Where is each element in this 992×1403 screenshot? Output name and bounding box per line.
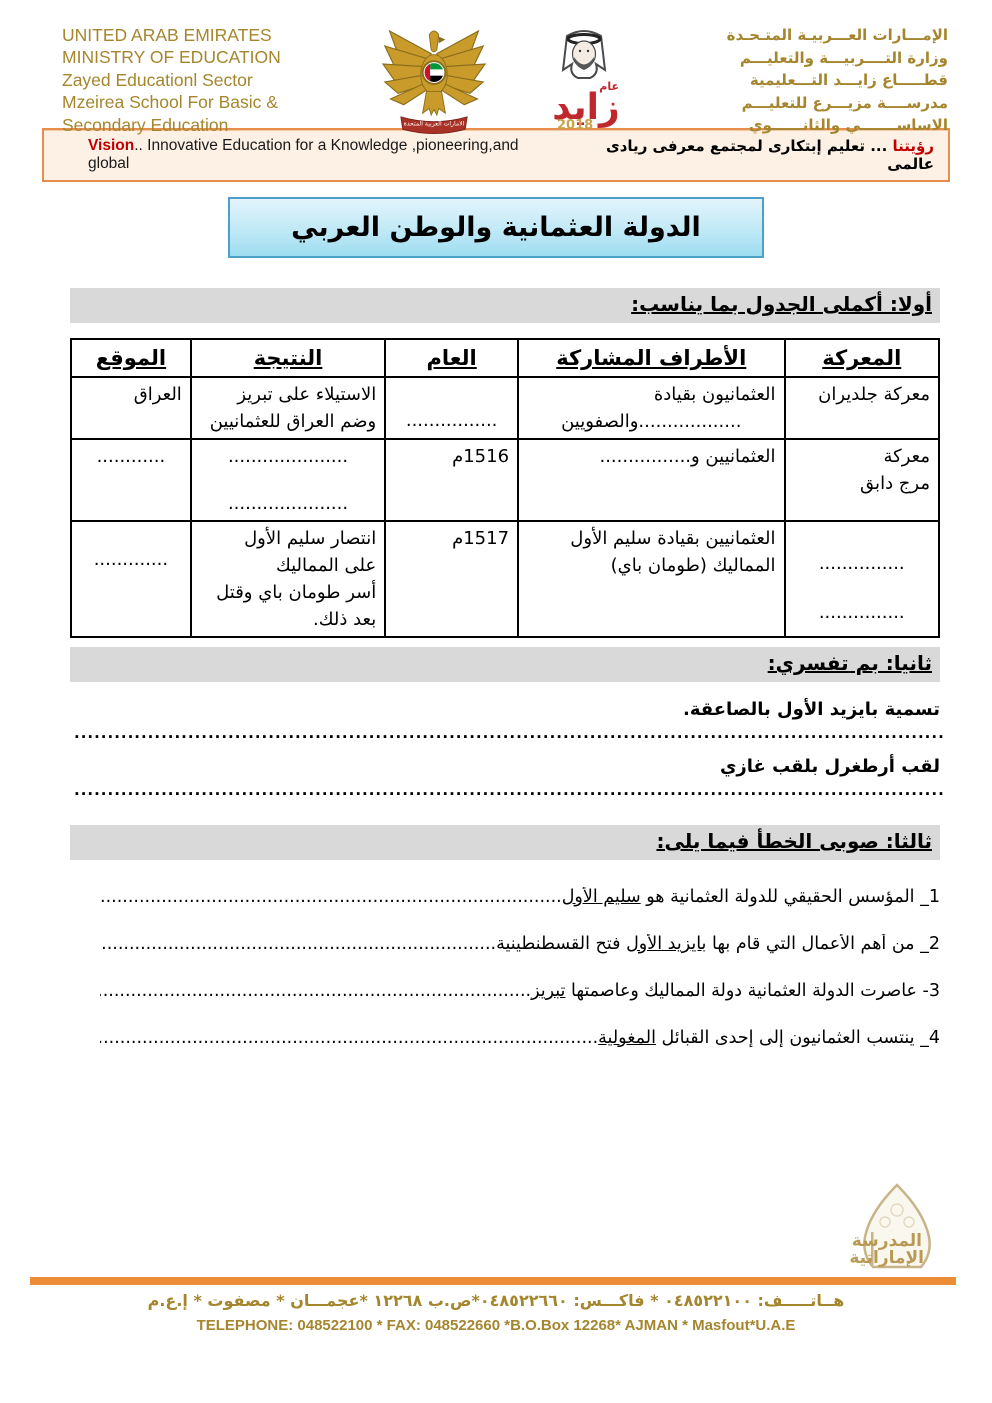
vision-banner: Vision.. Innovative Education for a Know… — [42, 128, 950, 182]
emirati-school-arch-icon: المدرسة الإماراتية — [849, 1183, 931, 1269]
cell-result: انتصار سليم الأول على المماليك أسر طومان… — [189, 520, 387, 638]
answer-line-2: ........................................… — [74, 781, 946, 799]
ministry-line-en: UNITED ARAB EMIRATES — [62, 25, 272, 45]
ministry-text-ar: الإمـــارات العـــربيـة المتـحـدة وزارة … — [727, 24, 948, 137]
battles-table-wrapper: المعركة الأطراف المشاركة العام النتيجة ا… — [70, 338, 940, 638]
zayed-year-2018-logo-icon: عام زايد 2018 — [552, 30, 619, 132]
cell-battle: معركة جلديران — [783, 376, 940, 440]
worksheet-title: الدولة العثمانية والوطن العربي — [228, 197, 764, 258]
vision-label-ar: رؤيتنا — [892, 137, 934, 155]
cell-location: العراق — [70, 376, 192, 440]
school-logo-text-line1: المدرسة — [852, 1231, 922, 1251]
battles-table: المعركة الأطراف المشاركة العام النتيجة ا… — [70, 338, 940, 638]
correction-item-1: 1_ المؤسس الحقيقي للدولة العثمانية هو سل… — [100, 887, 940, 907]
cell-parties: العثمانيون بقيادة ..................والص… — [517, 376, 786, 440]
explain-question-1: تسمية بايزيد الأول بالصاعقة. — [683, 699, 940, 720]
cell-year: 1516م — [384, 438, 520, 522]
header-logos: الامارات العربية المتحدة عام زايد 2018 — [382, 24, 630, 140]
section-two-heading: ثانيا: بم تفسري: — [70, 647, 940, 682]
vision-rest-en: .. Innovative Education for a Knowledge … — [88, 137, 519, 172]
ministry-line-en: Secondary Education — [62, 114, 229, 135]
ministry-text-en: UNITED ARAB EMIRATES MINISTRY OF EDUCATI… — [62, 24, 281, 136]
contact-line-ar: هــاتـــــف: ٠٤٨٥٢٢١٠٠ * فاكـــس: ٠٤٨٥٢٢… — [147, 1291, 845, 1310]
zayed-name-calligraphy: زايد — [552, 87, 619, 128]
table-row-ridaniya: ............... ............... العثماني… — [70, 520, 940, 638]
cell-battle-blank: ............... ............... — [783, 520, 940, 638]
col-header-location: الموقع — [70, 338, 192, 378]
cell-location-blank: ............ — [70, 438, 192, 522]
cell-year: 1517م — [384, 520, 520, 638]
ministry-line-en: MINISTRY OF EDUCATION — [62, 47, 281, 68]
vision-text-ar: رؤيتنا ... تعليم إبتكارى لمجتمع معرفى ري… — [559, 137, 934, 173]
emblem-banner-text: الامارات العربية المتحدة — [403, 120, 464, 127]
footer-orange-divider — [30, 1277, 956, 1285]
school-logo-text-line2: الإماراتية — [849, 1248, 924, 1268]
ministry-line-ar: وزارة التــــربيـــة والتعليـــم — [739, 48, 948, 67]
ministry-line-ar: قطـــــاع زايـــد التـــعليمية — [749, 71, 948, 89]
cell-parties: العثمانيين بقيادة سليم الأول المماليك (ط… — [517, 520, 786, 638]
ministry-line-ar: الاساســـــــي والثانــــــوي — [748, 116, 948, 134]
correction-item-2: 2_ من أهم الأعمال التي قام بها بايزيد ال… — [100, 934, 940, 954]
col-header-parties: الأطراف المشاركة — [517, 338, 786, 378]
correction-item-3: 3- عاصرت الدولة العثمانية دولة المماليك … — [100, 981, 940, 1001]
zayed-aam-text: عام — [599, 80, 619, 93]
vision-label-en: Vision — [88, 137, 135, 154]
uae-falcon-emblem-icon: الامارات العربية المتحدة — [382, 30, 486, 134]
emirati-school-logo: المدرسة الإماراتية — [838, 1182, 956, 1284]
col-header-result: النتيجة — [189, 338, 387, 378]
vision-rest-ar: ... تعليم إبتكارى لمجتمع معرفى ريادى عال… — [605, 137, 934, 173]
table-row-chaldiran: معركة جلديران العثمانيون بقيادة ........… — [70, 376, 940, 440]
masthead: UNITED ARAB EMIRATES MINISTRY OF EDUCATI… — [0, 0, 992, 135]
table-row-marj-dabiq: معركة مرج دابق العثمانيين و.............… — [70, 438, 940, 522]
section-three-heading: ثالثا: صوبى الخطأ فيما يلى: — [70, 825, 940, 860]
ministry-line-ar: الإمـــارات العـــربيـة المتـحـدة — [726, 26, 948, 44]
cell-location-blank: ............. — [70, 520, 192, 638]
table-header-row: المعركة الأطراف المشاركة العام النتيجة ا… — [70, 338, 940, 378]
zayed-year-text: 2018 — [557, 118, 593, 132]
correction-item-4: 4_ ينتسب العثمانيون إلى إحدى القبائل الم… — [100, 1028, 940, 1048]
col-header-battle: المعركة — [783, 338, 940, 378]
vision-text-en: Vision.. Innovative Education for a Know… — [88, 137, 559, 173]
ministry-line-ar: مدرســــة مزيـــرع للتعليـــم — [741, 93, 948, 112]
explain-question-2: لقب أرطغرل بلقب غازي — [719, 756, 940, 777]
contact-line-en: TELEPHONE: 048522100 * FAX: 048522660 *B… — [196, 1317, 796, 1334]
ministry-line-en: Mzeirea School For Basic & — [62, 92, 278, 113]
answer-line-1: ........................................… — [74, 724, 946, 742]
cell-year-blank: ................ — [384, 376, 520, 440]
section-one-heading: أولا: أكملى الجدول بما يناسب: — [70, 288, 940, 323]
ministry-line-en: Zayed Educationl Sector — [62, 69, 253, 90]
cell-battle: معركة مرج دابق — [783, 438, 940, 522]
cell-result: الاستيلاء على تبريز وضم العراق للعثمانيي… — [189, 376, 387, 440]
cell-parties-blank: العثمانيين و................ — [517, 438, 786, 522]
cell-result-blank: ..................... ..................… — [189, 438, 387, 522]
col-header-year: العام — [384, 338, 520, 378]
